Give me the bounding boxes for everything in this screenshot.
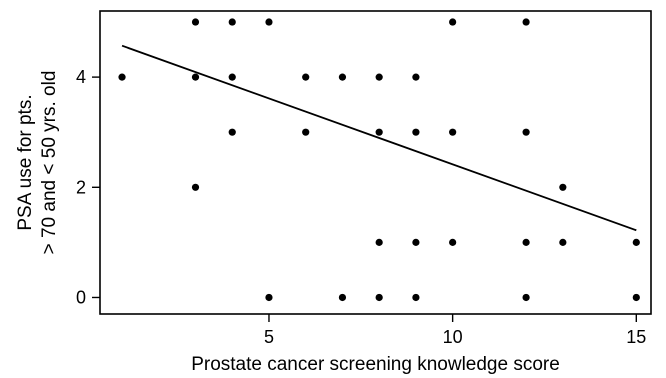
data-point <box>191 73 200 81</box>
data-point <box>375 73 383 81</box>
x-tick-label: 10 <box>443 327 463 347</box>
data-point <box>228 18 236 26</box>
data-point <box>302 73 310 81</box>
data-point <box>228 73 236 81</box>
data-point <box>522 128 530 136</box>
x-tick-label: 5 <box>264 327 274 347</box>
data-point <box>302 128 310 136</box>
y-axis-label-line-2: > 70 and < 50 yrs. old <box>39 71 60 255</box>
x-tick-label: 15 <box>626 327 646 347</box>
data-point <box>265 18 273 26</box>
y-tick-label: 4 <box>76 67 86 87</box>
y-axis-label-line-1: PSA use for pts. <box>15 94 36 230</box>
y-tick-label: 2 <box>76 177 86 197</box>
data-point <box>559 238 567 246</box>
data-point <box>412 293 420 302</box>
data-point <box>338 73 347 81</box>
data-point <box>632 293 640 302</box>
data-point <box>449 238 457 246</box>
trend-line <box>121 44 637 232</box>
data-point <box>191 18 200 26</box>
data-point <box>375 238 383 246</box>
data-point <box>118 73 126 81</box>
data-point <box>412 73 420 81</box>
data-point <box>412 128 420 136</box>
data-points <box>118 18 640 302</box>
data-point <box>265 293 273 302</box>
data-point <box>375 128 383 136</box>
y-tick-label: 0 <box>76 287 86 307</box>
data-point <box>412 238 420 246</box>
plot-frame <box>99 10 652 315</box>
data-point <box>522 238 530 246</box>
data-point <box>522 293 530 302</box>
data-point <box>228 128 236 136</box>
axis-ticks: 5 10 15 0 2 4 <box>76 67 646 347</box>
data-point <box>559 183 567 191</box>
data-point <box>338 293 347 302</box>
data-point <box>191 183 200 191</box>
data-point <box>449 18 457 26</box>
data-point <box>522 18 530 26</box>
x-axis-label: Prostate cancer screening knowledge scor… <box>191 354 560 375</box>
data-point <box>632 238 640 246</box>
data-point <box>449 128 457 136</box>
data-point <box>375 293 383 302</box>
